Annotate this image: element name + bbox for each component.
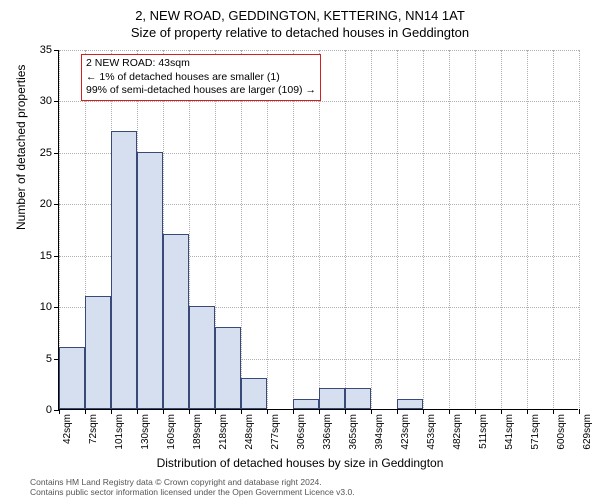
x-tick-label: 365sqm: [348, 414, 359, 450]
footer-line2: Contains public sector information licen…: [30, 488, 355, 498]
annotation-box: 2 NEW ROAD: 43sqm ← 1% of detached house…: [81, 54, 321, 101]
histogram-bar: [137, 152, 163, 409]
histogram-bar: [293, 399, 319, 409]
histogram-bar: [111, 131, 137, 409]
x-tick-mark: [579, 409, 580, 414]
x-tick-mark: [111, 409, 112, 414]
x-axis-label: Distribution of detached houses by size …: [0, 456, 600, 470]
x-tick-mark: [163, 409, 164, 414]
x-tick-mark: [215, 409, 216, 414]
y-tick-label: 30: [22, 95, 52, 107]
x-tick-label: 72sqm: [88, 414, 99, 444]
x-tick-label: 189sqm: [192, 414, 203, 450]
x-tick-mark: [293, 409, 294, 414]
x-tick-mark: [423, 409, 424, 414]
x-tick-mark: [397, 409, 398, 414]
x-tick-label: 394sqm: [374, 414, 385, 450]
x-tick-label: 277sqm: [270, 414, 281, 450]
histogram-bar: [85, 296, 111, 409]
x-tick-mark: [475, 409, 476, 414]
x-tick-mark: [137, 409, 138, 414]
x-tick-mark: [189, 409, 190, 414]
histogram-bar: [319, 388, 345, 409]
x-tick-mark: [241, 409, 242, 414]
histogram-bar: [345, 388, 371, 409]
x-tick-label: 336sqm: [322, 414, 333, 450]
annotation-line2: ← 1% of detached houses are smaller (1): [86, 71, 316, 85]
histogram-bar: [189, 306, 215, 409]
grid-line-vertical: [397, 50, 398, 410]
x-tick-label: 629sqm: [582, 414, 593, 450]
x-tick-label: 42sqm: [62, 414, 73, 444]
footer-attribution: Contains HM Land Registry data © Crown c…: [30, 478, 355, 498]
x-tick-mark: [527, 409, 528, 414]
y-tick-label: 20: [22, 198, 52, 210]
grid-line-vertical: [449, 50, 450, 410]
y-tick-label: 25: [22, 147, 52, 159]
x-tick-mark: [59, 409, 60, 414]
x-tick-mark: [267, 409, 268, 414]
y-tick-label: 5: [22, 353, 52, 365]
x-tick-mark: [449, 409, 450, 414]
chart-title-subtitle: Size of property relative to detached ho…: [0, 25, 600, 40]
x-tick-mark: [319, 409, 320, 414]
histogram-bar: [215, 327, 241, 409]
annotation-line3: 99% of semi-detached houses are larger (…: [86, 84, 316, 98]
x-tick-label: 453sqm: [426, 414, 437, 450]
grid-line-vertical: [345, 50, 346, 410]
x-tick-label: 218sqm: [218, 414, 229, 450]
x-tick-label: 511sqm: [478, 414, 489, 449]
grid-line-vertical: [267, 50, 268, 410]
grid-line-vertical: [527, 50, 528, 410]
y-tick-label: 15: [22, 250, 52, 262]
histogram-bar: [397, 399, 423, 409]
chart-container: 0510152025303542sqm72sqm101sqm130sqm160s…: [58, 50, 578, 410]
histogram-bar: [241, 378, 267, 409]
x-tick-mark: [371, 409, 372, 414]
x-tick-label: 600sqm: [556, 414, 567, 450]
histogram-bar: [59, 347, 85, 409]
x-tick-label: 571sqm: [530, 414, 541, 450]
annotation-line1: 2 NEW ROAD: 43sqm: [86, 57, 316, 71]
x-tick-label: 248sqm: [244, 414, 255, 450]
x-tick-label: 101sqm: [114, 414, 125, 450]
y-tick-label: 10: [22, 301, 52, 313]
x-tick-label: 541sqm: [504, 414, 515, 450]
x-tick-mark: [345, 409, 346, 414]
x-tick-mark: [553, 409, 554, 414]
grid-line-vertical: [293, 50, 294, 410]
grid-line-vertical: [501, 50, 502, 410]
grid-line-vertical: [553, 50, 554, 410]
x-tick-label: 130sqm: [140, 414, 151, 450]
histogram-bar: [163, 234, 189, 409]
x-tick-label: 306sqm: [296, 414, 307, 450]
x-tick-mark: [85, 409, 86, 414]
x-tick-label: 160sqm: [166, 414, 177, 450]
grid-line-vertical: [319, 50, 320, 410]
x-tick-label: 423sqm: [400, 414, 411, 450]
grid-line-vertical: [475, 50, 476, 410]
x-tick-label: 482sqm: [452, 414, 463, 450]
grid-line-vertical: [241, 50, 242, 410]
grid-line-vertical: [579, 50, 580, 410]
chart-title-address: 2, NEW ROAD, GEDDINGTON, KETTERING, NN14…: [0, 8, 600, 23]
x-tick-mark: [501, 409, 502, 414]
y-tick-label: 0: [22, 404, 52, 416]
grid-line-vertical: [423, 50, 424, 410]
grid-line-vertical: [371, 50, 372, 410]
y-tick-label: 35: [22, 44, 52, 56]
plot-area: 0510152025303542sqm72sqm101sqm130sqm160s…: [58, 50, 578, 410]
